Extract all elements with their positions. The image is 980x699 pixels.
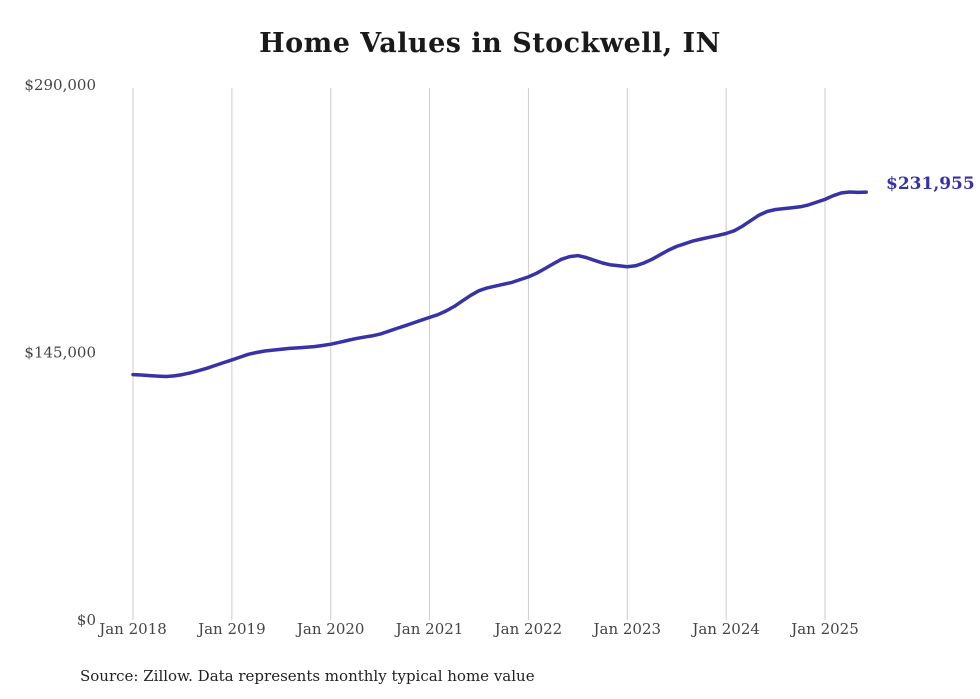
y-tick-label: $290,000 xyxy=(24,76,96,94)
x-tick-label: Jan 2018 xyxy=(97,620,167,638)
x-gridlines xyxy=(132,88,826,620)
x-tick-label: Jan 2023 xyxy=(591,620,661,638)
x-tick-label: Jan 2020 xyxy=(295,620,365,638)
x-axis-labels: Jan 2018 Jan 2019 Jan 2020 Jan 2021 Jan 2022… xyxy=(97,620,859,638)
source-note: Source: Zillow. Data represents monthly … xyxy=(80,667,535,685)
y-tick-label: $145,000 xyxy=(24,344,96,362)
y-axis-labels: $0 $145,000 $290,000 xyxy=(24,76,96,629)
value-line xyxy=(131,190,868,379)
end-value-label: $231,955 xyxy=(886,174,975,194)
x-tick-label: Jan 2024 xyxy=(690,620,760,638)
x-tick-label: Jan 2021 xyxy=(394,620,464,638)
chart-title: Home Values in Stockwell, IN xyxy=(259,28,721,59)
x-tick-label: Jan 2022 xyxy=(493,620,563,638)
x-tick-label: Jan 2019 xyxy=(196,620,266,638)
x-tick-label: Jan 2025 xyxy=(789,620,859,638)
y-tick-label: $0 xyxy=(77,611,96,629)
